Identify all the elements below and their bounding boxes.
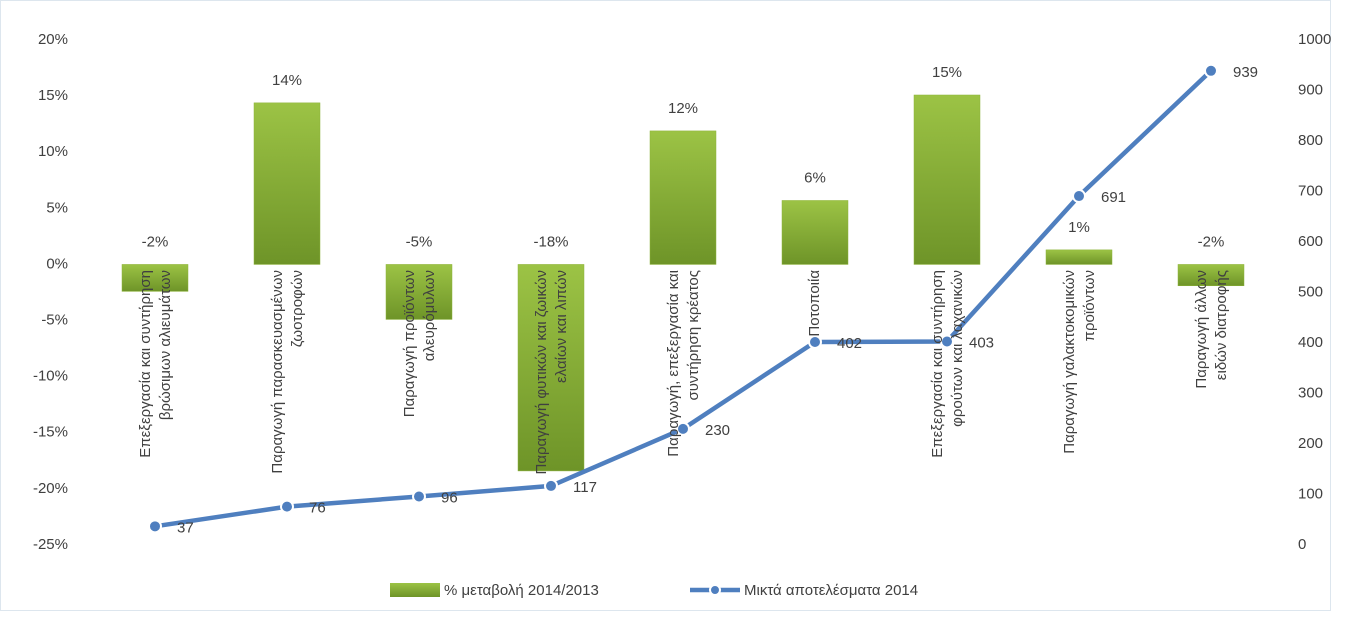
bar [517, 264, 585, 472]
line-marker [1204, 63, 1218, 78]
x-tick-label-line: Παραγωγή, επεξεργασία και [665, 270, 682, 457]
y-tick-label: 20% [38, 31, 68, 48]
y-tick-label: 0% [46, 255, 68, 272]
data-label: 117 [573, 479, 597, 496]
data-label: -2% [142, 233, 169, 250]
data-label: 6% [804, 169, 826, 186]
x-tick-label-line: φρούτων και λαχανικών [949, 270, 966, 427]
y2-tick-label: 1000 [1298, 31, 1331, 48]
y2-tick-label: 300 [1298, 384, 1323, 401]
y2-tick-label: 500 [1298, 283, 1323, 300]
x-tick-label-line: Παραγωγή παρασκευασμένων [269, 270, 286, 474]
data-label: 76 [309, 500, 326, 517]
line-marker [940, 334, 954, 349]
x-tick-label: Παραγωγή παρασκευασμένων ζωοτροφών [269, 270, 306, 474]
data-label: 230 [705, 422, 730, 439]
data-label: 14% [272, 72, 302, 89]
x-tick-label-line: Παραγωγή γαλακτοκομικών [1061, 270, 1078, 454]
x-tick-label-line: Επεξεργασία και συντήρηση [137, 270, 154, 458]
y-tick-label: -10% [33, 368, 68, 385]
y2-tick-label: 900 [1298, 81, 1323, 98]
legend-swatch [709, 584, 721, 596]
x-tick-label-line: αλευρόμυλων [421, 270, 438, 361]
data-label: -18% [533, 233, 568, 250]
bar [385, 264, 453, 320]
y-tick-label: -5% [41, 312, 68, 329]
data-label: 1% [1068, 219, 1090, 236]
bar [649, 130, 717, 265]
y2-tick-label: 0 [1298, 536, 1306, 553]
data-label: 12% [668, 100, 698, 117]
x-tick-label-line: συντήρηση κρέατος [685, 270, 702, 401]
y-tick-label: 10% [38, 143, 68, 160]
x-tick-label-line: Επεξεργασία και συντήρηση [929, 270, 946, 458]
line-marker [148, 519, 162, 534]
x-tick-label: Παραγωγή άλλων ειδών διατροφής [1193, 270, 1230, 389]
line-marker [412, 489, 426, 504]
line-marker [1072, 189, 1086, 204]
x-tick-label: Παραγωγή γαλακτοκομικών προϊόντων [1061, 270, 1098, 454]
x-tick-label-line: Παραγωγή προϊόντων [401, 270, 418, 417]
y2-tick-label: 400 [1298, 334, 1323, 351]
bar [1177, 264, 1245, 287]
x-tick-label: Παραγωγή προϊόντων αλευρόμυλων [401, 270, 438, 417]
x-tick-label: Παραγωγή, επεξεργασία και συντήρηση κρέατ… [665, 270, 702, 457]
y-tick-label: 5% [46, 199, 68, 216]
line-marker [676, 421, 690, 436]
line-marker [808, 334, 822, 349]
bar [781, 200, 849, 265]
y2-tick-label: 200 [1298, 435, 1323, 452]
data-label: -2% [1198, 233, 1225, 250]
x-tick-label-line: Παραγωγή φυτικών και ζωικών [533, 270, 550, 475]
y2-tick-label: 800 [1298, 132, 1323, 149]
line-marker [280, 499, 294, 514]
legend-swatch [390, 583, 440, 597]
x-tick-label: Παραγωγή φυτικών και ζωικών ελαίων και λι… [533, 270, 570, 475]
x-tick-label-line: ελαίων και λιπών [553, 270, 570, 383]
y2-tick-label: 600 [1298, 233, 1323, 250]
data-label: 37 [177, 519, 194, 536]
legend-label: Μικτά αποτελέσματα 2014 [744, 582, 918, 599]
x-tick-label: Επεξεργασία και συντήρηση βρώσιμων αλιευμ… [137, 270, 174, 458]
y2-tick-label: 700 [1298, 182, 1323, 199]
x-tick-label-line: ζωοτροφών [289, 270, 306, 347]
x-tick-label-line: Παραγωγή άλλων [1193, 270, 1210, 389]
data-label: 403 [969, 334, 994, 351]
data-label: -5% [406, 233, 433, 250]
bar [1045, 249, 1113, 265]
x-tick-label-line: προϊόντων [1081, 270, 1098, 341]
y-tick-label: -20% [33, 480, 68, 497]
data-label: 402 [837, 335, 862, 352]
y-tick-label: 15% [38, 87, 68, 104]
chart-frame [0, 0, 1331, 611]
bar [253, 102, 321, 265]
legend-label: % μεταβολή 2014/2013 [444, 582, 599, 599]
y-tick-label: -15% [33, 424, 68, 441]
data-label: 691 [1101, 189, 1126, 206]
x-tick-label: Ποτοποιία [806, 270, 823, 337]
bar [121, 264, 189, 292]
bar [913, 94, 981, 265]
y-tick-label: -25% [33, 536, 68, 553]
data-label: 15% [932, 64, 962, 81]
data-label: 96 [441, 489, 458, 506]
x-tick-label-line: βρώσιμων αλιευμάτων [157, 270, 174, 420]
data-label: 939 [1233, 64, 1258, 81]
line-marker [544, 478, 558, 493]
x-tick-label-line: ειδών διατροφής [1213, 270, 1230, 380]
x-tick-label: Επεξεργασία και συντήρηση φρούτων και λαχ… [929, 270, 966, 458]
y2-tick-label: 100 [1298, 485, 1323, 502]
